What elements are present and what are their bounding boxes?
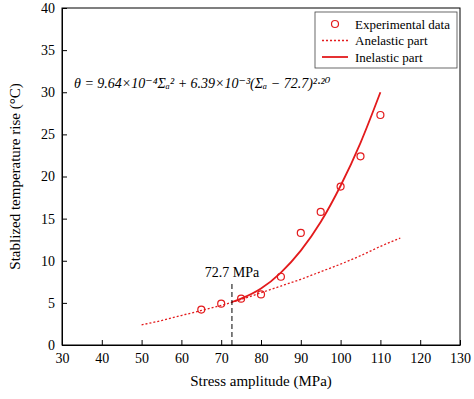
x-tick-label: 90 (294, 351, 308, 366)
y-tick-label: 25 (41, 127, 55, 142)
y-tick-mark (62, 50, 67, 51)
y-tick-mark (62, 92, 67, 93)
y-tick: 10 (41, 254, 67, 269)
x-tick-mark (261, 340, 262, 345)
x-tick-label: 40 (95, 351, 109, 366)
x-tick-label: 110 (371, 351, 391, 366)
x-tick: 80 (255, 340, 269, 366)
x-tick: 130 (450, 340, 471, 366)
x-tick-mark (420, 340, 421, 345)
x-tick-mark (221, 340, 222, 345)
x-tick-mark (460, 340, 461, 345)
plot-area (142, 92, 401, 345)
legend-label: Experimental data (355, 17, 450, 32)
y-tick: 5 (48, 296, 67, 311)
x-axis: 30 40 50 60 70 80 90 100 110 120 130 (56, 340, 472, 366)
legend-box (315, 12, 457, 68)
equation: θ = 9.64×10⁻⁴Σₐ² + 6.39×10⁻³(Σₐ − 72.7)²… (74, 76, 331, 92)
y-tick: 25 (41, 127, 67, 142)
legend: Experimental dataAnelastic part Inelastic… (315, 12, 457, 68)
chart: 30 40 50 60 70 80 90 100 110 120 130 0 5 10 15 20 25 30 35… (0, 0, 474, 399)
x-tick-label: 60 (175, 351, 189, 366)
legend-label: Inelastic part (355, 50, 423, 65)
x-tick: 60 (175, 340, 189, 366)
y-tick-mark (62, 261, 67, 262)
y-tick-mark (62, 219, 67, 220)
x-tick-label: 30 (56, 351, 70, 366)
data-point (357, 153, 364, 160)
x-axis-title: Stress amplitude (MPa) (190, 373, 332, 390)
y-axis-title: Stablized temperature rise (°C) (7, 83, 24, 269)
y-tick: 30 (41, 85, 67, 100)
y-tick-mark (62, 345, 67, 346)
y-tick: 35 (41, 43, 67, 58)
y-axis: 0 5 10 15 20 25 30 35 40 (41, 1, 67, 353)
x-axis-line (63, 345, 461, 346)
y-tick-label: 40 (41, 1, 55, 16)
y-tick-label: 20 (41, 169, 55, 184)
x-tick: 120 (410, 340, 431, 366)
y-tick-mark (62, 134, 67, 135)
data-point (198, 306, 205, 313)
y-tick: 0 (48, 338, 67, 353)
x-tick: 90 (294, 340, 308, 366)
x-tick-label: 130 (450, 351, 471, 366)
legend-label: Anelastic part (355, 33, 428, 48)
legend-symbol (322, 56, 348, 58)
x-tick-mark (301, 340, 302, 345)
y-tick-label: 35 (41, 43, 55, 58)
threshold-label: 72.7 MPa (205, 265, 260, 280)
y-tick-label: 0 (48, 338, 55, 353)
x-tick-label: 80 (255, 351, 269, 366)
x-tick: 40 (95, 340, 109, 366)
y-tick-mark (62, 8, 67, 9)
data-point (218, 300, 225, 307)
threshold-line (231, 282, 232, 345)
x-tick-label: 50 (135, 351, 149, 366)
x-tick-mark (380, 340, 381, 345)
y-tick-label: 30 (41, 85, 55, 100)
y-tick-label: 5 (48, 296, 55, 311)
legend-symbol (322, 40, 348, 41)
x-tick-mark (142, 340, 143, 345)
y-tick-mark (62, 177, 67, 178)
x-tick: 110 (371, 340, 391, 366)
x-tick: 50 (135, 340, 149, 366)
y-tick-label: 10 (41, 254, 55, 269)
x-tick-label: 120 (410, 351, 431, 366)
x-tick-mark (102, 340, 103, 345)
data-point (297, 229, 304, 236)
x-tick-mark (341, 340, 342, 345)
x-tick-label: 70 (215, 351, 229, 366)
legend-symbol (332, 21, 339, 28)
data-point (377, 111, 384, 118)
data-point (258, 291, 265, 298)
x-tick-label: 100 (331, 351, 352, 366)
x-tick: 100 (331, 340, 352, 366)
data-point (317, 208, 324, 215)
x-tick-mark (181, 340, 182, 345)
x-tick: 70 (215, 340, 229, 366)
y-tick: 40 (41, 1, 67, 16)
y-tick: 20 (41, 169, 67, 184)
y-tick: 15 (41, 212, 67, 227)
plot-frame (62, 8, 460, 345)
y-tick-label: 15 (41, 212, 55, 227)
y-tick-mark (62, 303, 67, 304)
